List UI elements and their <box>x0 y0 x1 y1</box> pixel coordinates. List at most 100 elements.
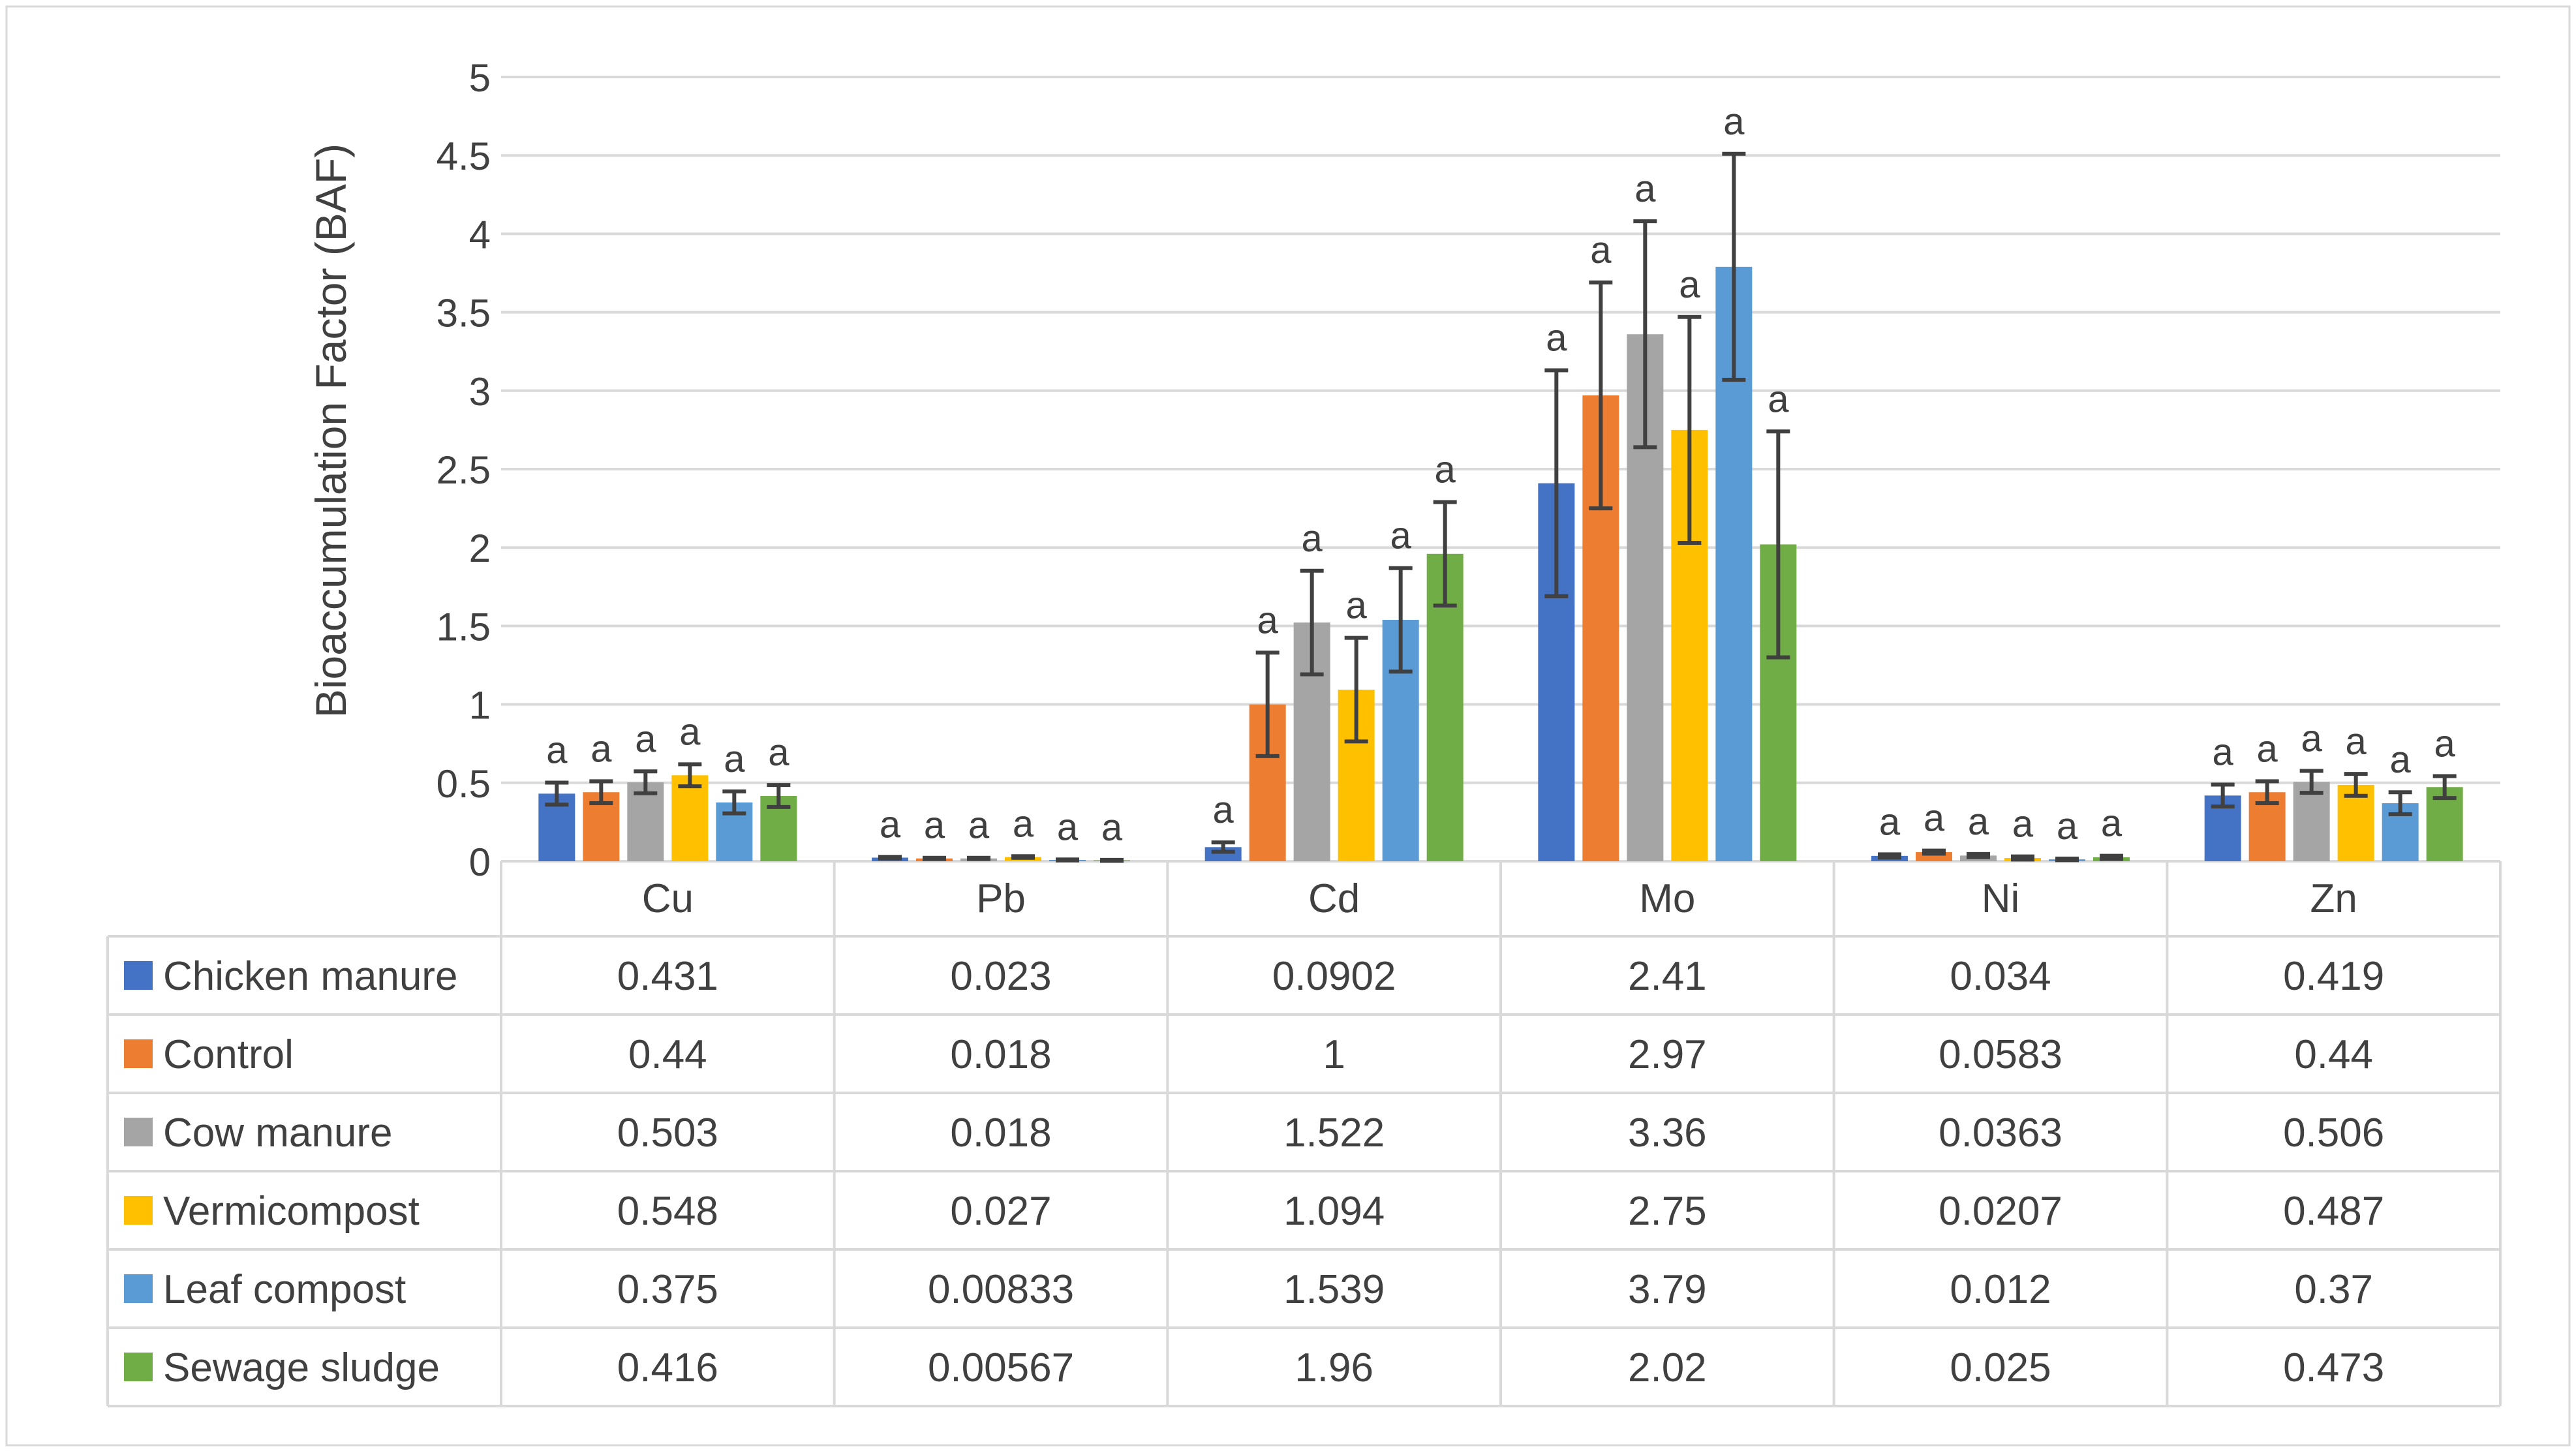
data-table-value: 0.506 <box>2283 1110 2384 1156</box>
data-table-value: 2.02 <box>1628 1345 1707 1390</box>
significance-letter: a <box>1679 264 1700 306</box>
bar <box>2293 782 2330 861</box>
significance-letter: a <box>1213 789 1234 831</box>
legend-label: Sewage sludge <box>163 1345 440 1390</box>
bar <box>627 782 664 861</box>
data-table-value: 0.503 <box>617 1110 718 1156</box>
significance-letter: a <box>724 738 745 780</box>
y-tick-label: 0.5 <box>437 762 491 806</box>
legend-swatch <box>124 961 153 990</box>
data-table-value: 0.431 <box>617 954 718 999</box>
significance-letter: a <box>2057 805 2078 848</box>
y-tick-label: 1.5 <box>437 605 491 649</box>
significance-letter: a <box>2346 720 2367 763</box>
data-table-value: 0.419 <box>2283 954 2384 999</box>
data-table-value: 1.094 <box>1283 1189 1385 1234</box>
significance-letter: a <box>2213 731 2234 773</box>
significance-letter: a <box>1968 801 1989 843</box>
significance-letter: a <box>2301 718 2323 760</box>
data-table-value: 1.522 <box>1283 1110 1385 1156</box>
significance-letter: a <box>635 718 656 760</box>
data-table-value: 1.539 <box>1283 1267 1385 1312</box>
significance-letter: a <box>1435 448 1456 491</box>
x-category-label: Ni <box>1982 876 2020 921</box>
x-category-label: Cu <box>642 876 694 921</box>
y-tick-label: 2.5 <box>437 448 491 492</box>
x-category-label: Cd <box>1308 876 1360 921</box>
data-table-value: 0.018 <box>950 1110 1051 1156</box>
y-tick-label: 1 <box>469 684 491 728</box>
significance-letter: a <box>880 803 901 846</box>
x-category-label: Pb <box>976 876 1026 921</box>
data-table-value: 2.41 <box>1628 954 1707 999</box>
significance-letter: a <box>1101 806 1123 849</box>
data-table-value: 1.96 <box>1295 1345 1373 1390</box>
legend-swatch <box>124 1118 153 1146</box>
significance-letter: a <box>1634 168 1656 210</box>
y-tick-label: 3.5 <box>437 292 491 335</box>
significance-letter: a <box>768 731 790 774</box>
data-table-value: 0.027 <box>950 1189 1051 1234</box>
data-table-value: 0.375 <box>617 1267 718 1312</box>
significance-letter: a <box>2101 803 2123 845</box>
data-table-value: 0.548 <box>617 1189 718 1234</box>
x-category-label: Zn <box>2310 876 2357 921</box>
data-table-value: 0.0207 <box>1939 1189 2062 1234</box>
legend-label: Vermicompost <box>163 1189 420 1234</box>
data-table-value: 0.0583 <box>1939 1032 2062 1077</box>
data-table-value: 1 <box>1323 1032 1345 1077</box>
y-tick-label: 4.5 <box>437 134 491 178</box>
data-table-value: 0.44 <box>2294 1032 2373 1077</box>
data-table-value: 2.75 <box>1628 1189 1707 1234</box>
data-table-value: 0.012 <box>1950 1267 2051 1312</box>
significance-letter: a <box>2390 739 2412 781</box>
data-table-value: 0.00833 <box>928 1267 1074 1312</box>
data-table-value: 0.37 <box>2294 1267 2373 1312</box>
significance-letter: a <box>1302 517 1323 560</box>
data-table-value: 3.79 <box>1628 1267 1707 1312</box>
data-table-value: 0.416 <box>617 1345 718 1390</box>
significance-letter: a <box>1390 515 1412 557</box>
significance-letter: a <box>1546 317 1567 360</box>
y-tick-label: 5 <box>469 56 491 100</box>
y-tick-label: 2 <box>469 527 491 570</box>
significance-letter: a <box>1768 378 1789 420</box>
significance-letter: a <box>546 729 568 772</box>
significance-letter: a <box>590 728 612 770</box>
data-table-value: 0.487 <box>2283 1189 2384 1234</box>
legend-swatch <box>124 1353 153 1381</box>
data-table-value: 0.0902 <box>1272 954 1396 999</box>
significance-letter: a <box>2257 728 2278 770</box>
legend-swatch <box>124 1274 153 1303</box>
y-tick-label: 0 <box>469 840 491 884</box>
legend-swatch <box>124 1196 153 1225</box>
data-table-value: 0.023 <box>950 954 1051 999</box>
data-table-value: 2.97 <box>1628 1032 1707 1077</box>
data-table-value: 0.018 <box>950 1032 1051 1077</box>
data-table-value: 0.0363 <box>1939 1110 2062 1156</box>
data-table-value: 0.025 <box>1950 1345 2051 1390</box>
data-table-value: 3.36 <box>1628 1110 1707 1156</box>
data-table-value: 0.00567 <box>928 1345 1074 1390</box>
chart-frame <box>5 5 2571 1447</box>
significance-letter: a <box>1924 797 1945 840</box>
significance-letter: a <box>924 804 945 847</box>
significance-letter: a <box>1057 806 1079 848</box>
significance-letter: a <box>968 804 990 847</box>
legend-label: Leaf compost <box>163 1267 406 1312</box>
legend-label: Cow manure <box>163 1110 392 1156</box>
y-tick-label: 3 <box>469 370 491 414</box>
y-tick-label: 4 <box>469 213 491 256</box>
significance-letter: a <box>2012 803 2034 846</box>
bar <box>671 775 709 861</box>
significance-letter: a <box>1590 229 1612 271</box>
significance-letter: a <box>1879 801 1901 843</box>
data-table-value: 0.473 <box>2283 1345 2384 1390</box>
legend-label: Control <box>163 1032 294 1077</box>
significance-letter: a <box>1723 100 1745 143</box>
legend-swatch <box>124 1039 153 1068</box>
data-table-value: 0.44 <box>628 1032 707 1077</box>
significance-letter: a <box>679 711 701 753</box>
